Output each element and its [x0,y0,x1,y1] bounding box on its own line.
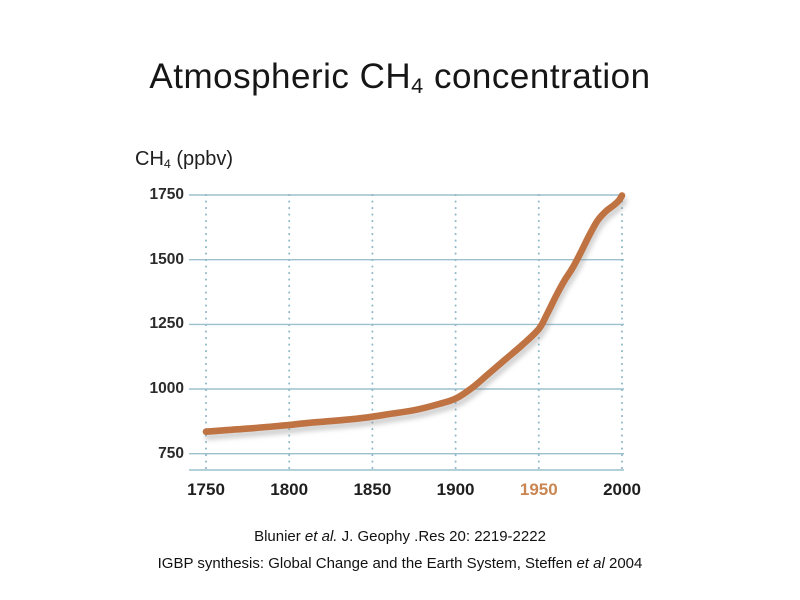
x-tick-label: 2000 [603,480,641,499]
y-tick-label: 1500 [149,250,184,268]
x-tick-label: 1900 [436,480,475,499]
x-tick-label: 1950 [519,480,558,499]
x-tick-label: 1800 [270,480,309,499]
y-tick-label: 750 [158,444,184,462]
y-tick-label: 1000 [149,380,184,397]
citation-text: J. Geophy .Res 20: 2219-2222 [337,528,546,545]
y-tick-label: 1250 [149,315,184,333]
x-tick-label: 1750 [187,480,225,499]
y-tick-label: 1750 [149,186,184,203]
citation-text: Blunier [254,528,305,545]
y-axis-title: CH4 (ppbv) [135,148,233,171]
citation-igbp: IGBP synthesis: Global Change and the Ea… [0,555,800,573]
ch4-curve [202,192,626,435]
page-title: Atmospheric CH4 concentration [0,57,800,98]
y-axis-title-subscript: 4 [163,156,171,171]
citation-text: IGBP synthesis: Global Change and the Ea… [157,555,577,572]
citation-et-al: et al [576,555,605,572]
y-axis-title-prefix: CH [135,148,164,170]
x-tick-label: 1850 [353,480,392,499]
citation-blunier: Blunier et al. J. Geophy .Res 20: 2219-2… [0,528,800,546]
page-title-suffix: concentration [423,57,651,96]
y-axis-title-suffix: (ppbv) [170,148,234,170]
citation-text: 2004 [604,555,643,572]
page-title-prefix: Atmospheric CH [149,57,412,96]
citation-et-al: et al. [304,528,338,545]
page-title-subscript: 4 [411,72,424,98]
